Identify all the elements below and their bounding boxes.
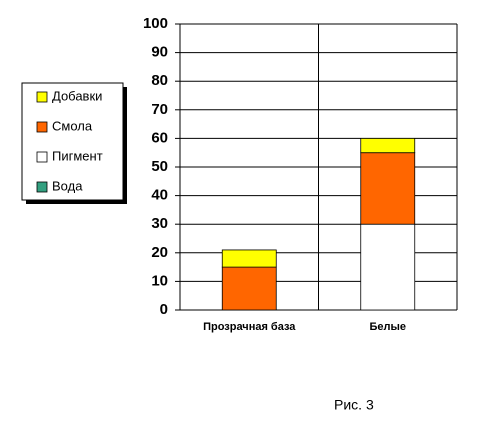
- x-tick-label: Прозрачная база: [203, 321, 296, 333]
- y-tick-label: 70: [151, 101, 168, 118]
- legend-swatch: [36, 91, 48, 103]
- legend-label: Вода: [52, 178, 83, 193]
- y-tick-label: 50: [151, 158, 168, 175]
- bar-segment: [360, 152, 416, 225]
- y-tick-label: 10: [151, 272, 168, 289]
- y-tick-label: 20: [151, 244, 168, 261]
- y-tick-label: 80: [151, 72, 168, 89]
- bar-segment: [221, 266, 277, 311]
- y-tick-label: 0: [160, 301, 168, 318]
- y-tick-label: 90: [151, 44, 168, 61]
- y-tick-label: 40: [151, 187, 168, 204]
- legend-label: Смола: [52, 118, 93, 133]
- x-tick-label: Белые: [369, 321, 406, 333]
- y-tick-label: 100: [143, 15, 168, 32]
- y-tick-label: 60: [151, 129, 168, 146]
- y-tick-label: 30: [151, 215, 168, 232]
- legend-swatch: [36, 151, 48, 163]
- legend-swatch: [36, 181, 48, 193]
- legend-label: Пигмент: [52, 148, 103, 163]
- legend-label: Добавки: [52, 88, 102, 103]
- bar-segment: [221, 249, 277, 268]
- legend-box: [21, 82, 124, 201]
- caption: Рис. 3: [334, 397, 374, 413]
- bar-segment: [360, 223, 416, 311]
- legend-swatch: [36, 121, 48, 133]
- bar-segment: [360, 137, 416, 154]
